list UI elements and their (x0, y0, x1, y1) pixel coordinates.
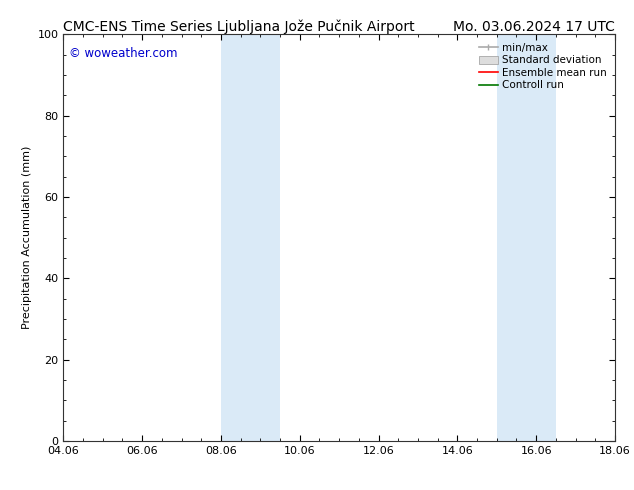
Bar (497, 34, 556, 441)
Legend: min/max, Standard deviation, Ensemble mean run, Controll run: min/max, Standard deviation, Ensemble me… (476, 40, 610, 94)
Text: CMC-ENS Time Series Ljubljana Jože Pučnik Airport: CMC-ENS Time Series Ljubljana Jože Pučni… (63, 20, 415, 34)
Text: © woweather.com: © woweather.com (69, 47, 178, 59)
Text: Mo. 03.06.2024 17 UTC: Mo. 03.06.2024 17 UTC (453, 20, 615, 34)
Y-axis label: Precipitation Accumulation (mm): Precipitation Accumulation (mm) (22, 146, 32, 329)
Bar (221, 34, 280, 441)
